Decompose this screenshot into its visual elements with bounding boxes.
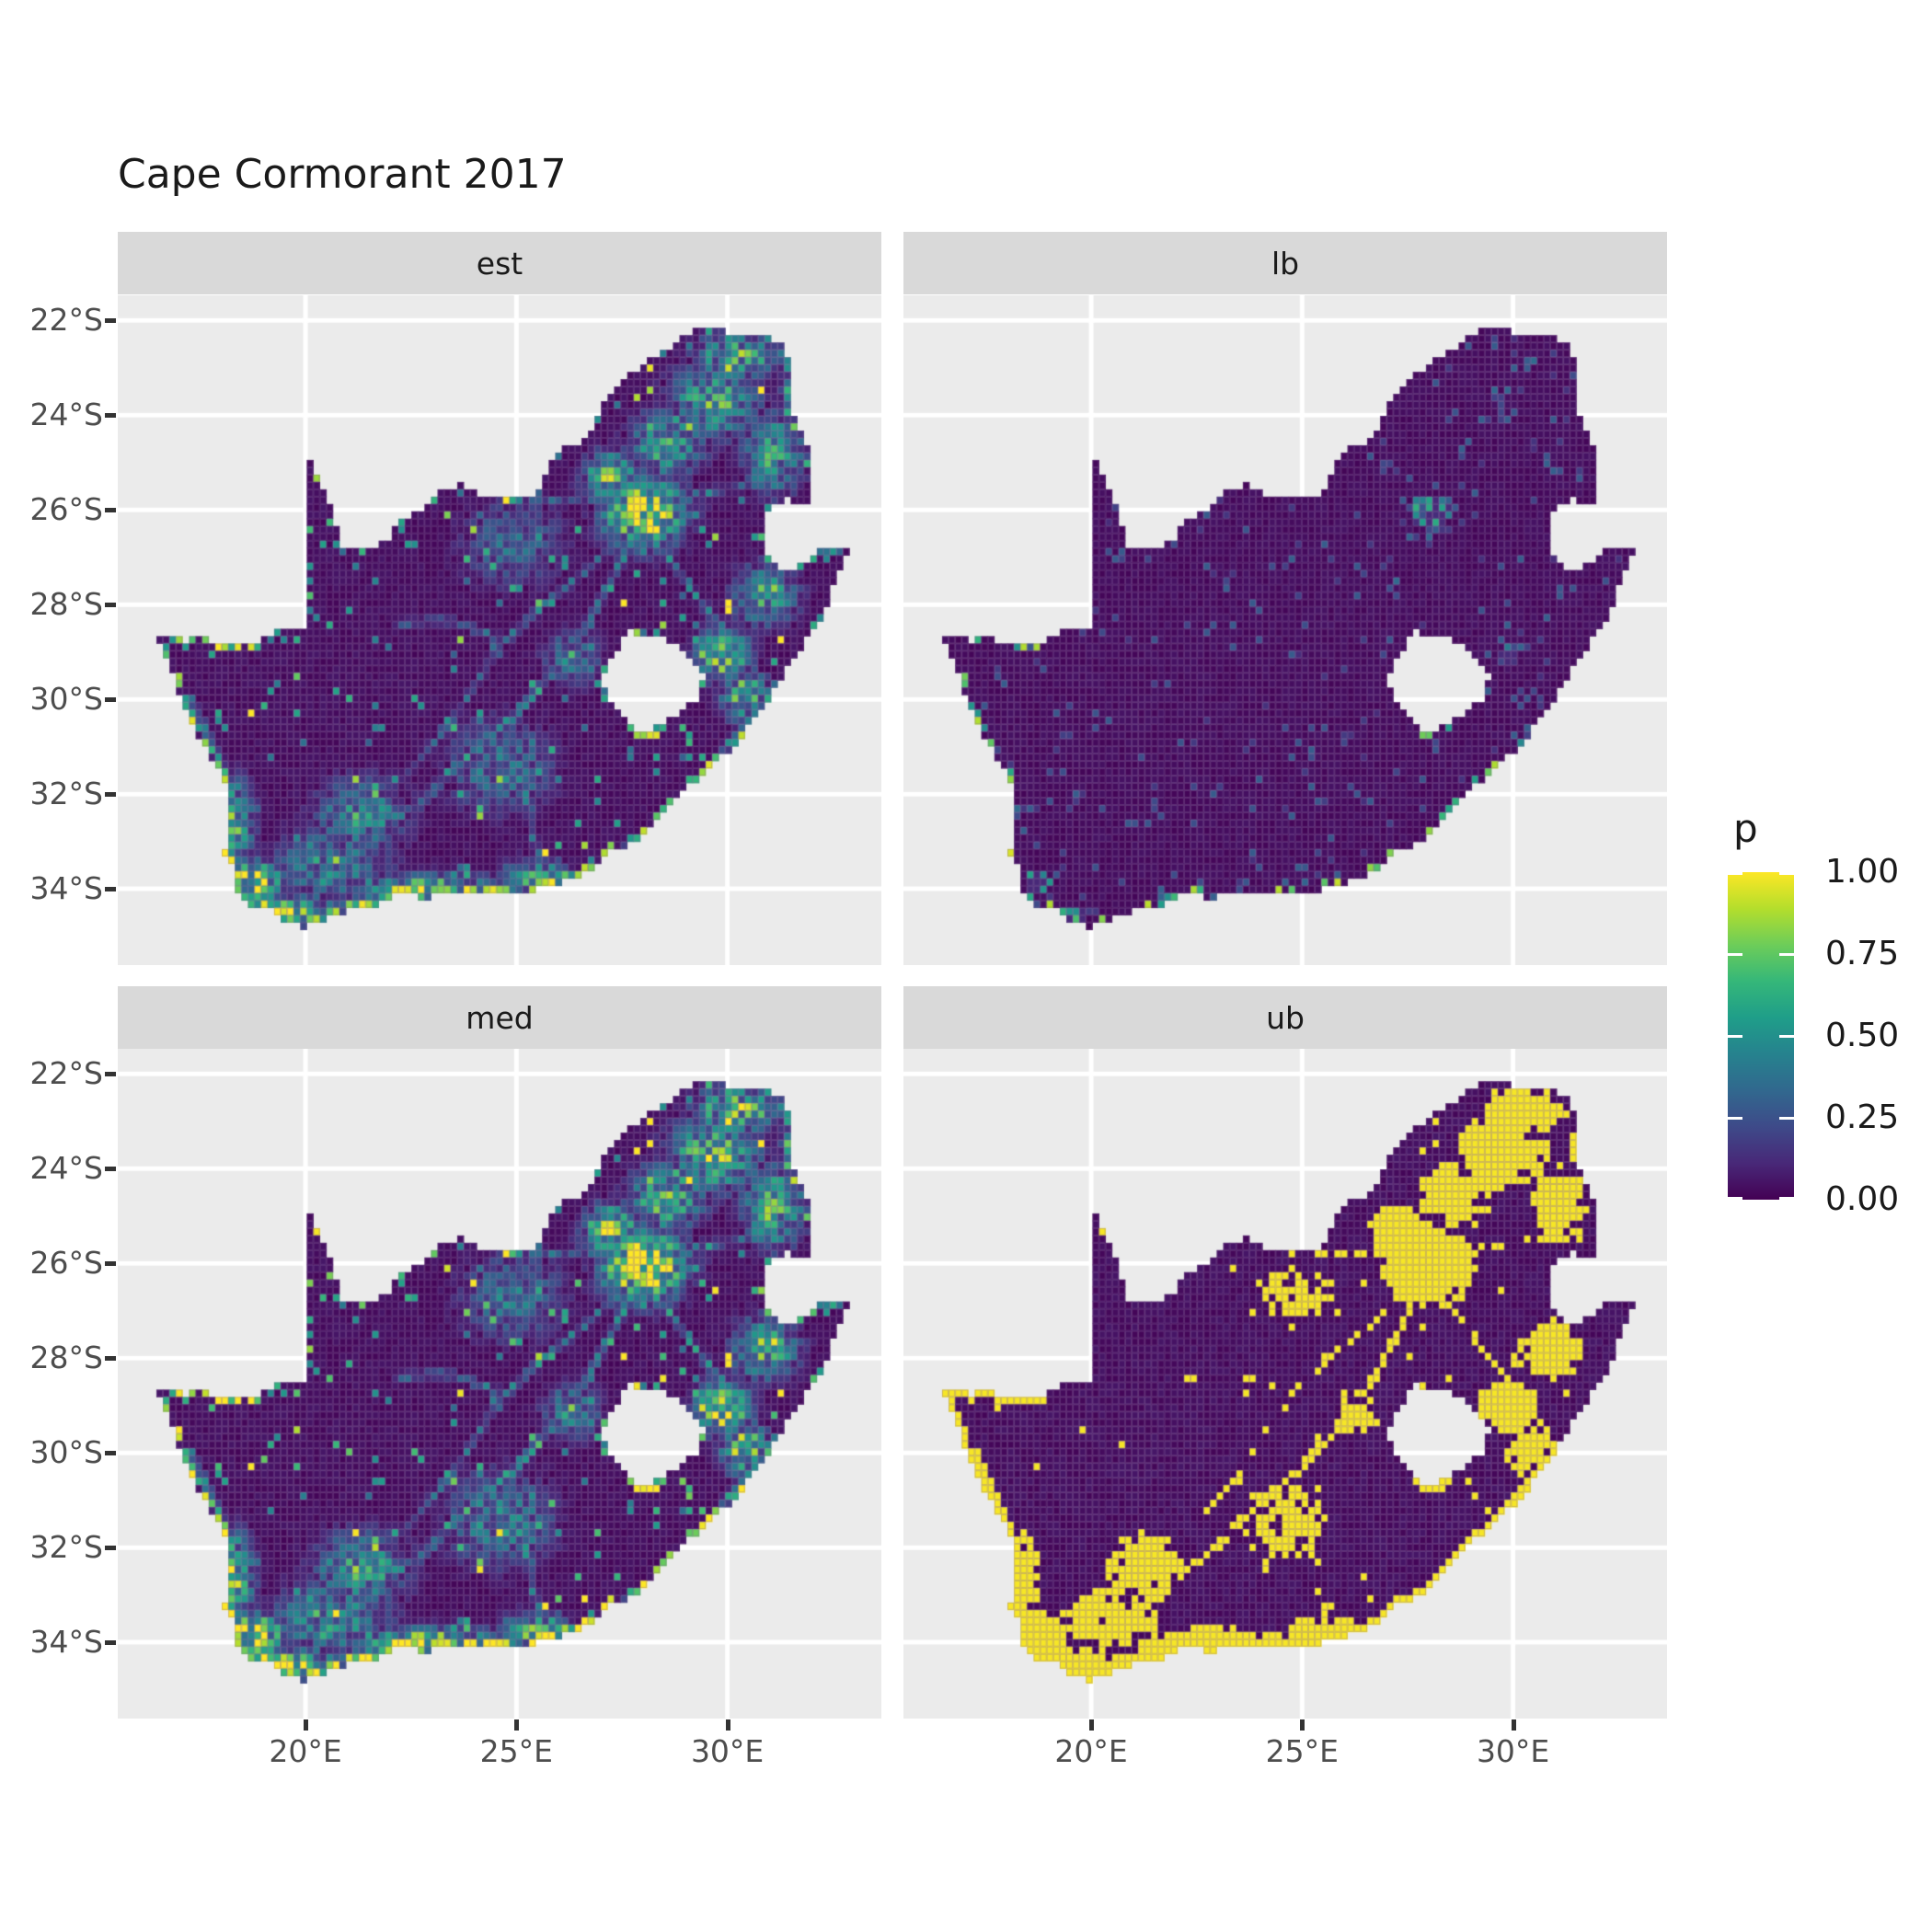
y-axis-tick-mark <box>105 508 116 513</box>
y-axis-label: 34°S <box>29 1624 103 1661</box>
x-axis-tick-mark <box>1511 1719 1516 1731</box>
y-axis-tick-mark <box>105 1640 116 1646</box>
legend-tick-mark <box>1728 952 1742 956</box>
y-axis-tick-mark <box>105 1356 116 1362</box>
facet-strip-lb: lb <box>903 232 1667 294</box>
legend-label: 0.00 <box>1825 1180 1900 1218</box>
x-axis-tick-mark <box>304 1719 309 1731</box>
y-axis-label: 28°S <box>29 1340 103 1376</box>
y-axis-label: 28°S <box>29 586 103 623</box>
x-axis-label: 30°E <box>690 1733 765 1769</box>
y-axis-label: 30°S <box>29 681 103 718</box>
map-canvas-lb <box>903 295 1667 965</box>
y-axis-tick-mark <box>105 1167 116 1172</box>
legend-tick-mark <box>1779 872 1794 875</box>
x-axis-label: 25°E <box>479 1733 553 1769</box>
legend-label: 1.00 <box>1825 853 1900 891</box>
legend-tick-mark <box>1728 1116 1742 1120</box>
x-axis-label: 20°E <box>269 1733 342 1769</box>
facet-panel-lb <box>903 295 1667 965</box>
x-axis-label: 25°E <box>1265 1733 1339 1769</box>
facet-panel-med <box>118 1049 881 1719</box>
y-axis-label: 24°S <box>29 1150 103 1187</box>
legend-tick-mark <box>1779 952 1794 956</box>
y-axis-tick-mark <box>105 697 116 703</box>
map-canvas-ub <box>903 1049 1667 1719</box>
legend-title: p <box>1733 806 1758 851</box>
y-axis-tick-mark <box>105 413 116 419</box>
x-axis-tick-mark <box>1300 1719 1305 1731</box>
legend-tick-mark <box>1728 872 1742 875</box>
legend-tick-mark <box>1728 1197 1742 1200</box>
facet-strip-med: med <box>118 986 881 1049</box>
y-axis-label: 32°S <box>29 1529 103 1566</box>
y-axis-tick-mark <box>105 792 116 798</box>
y-axis-tick-mark <box>105 1546 116 1551</box>
x-axis-tick-mark <box>514 1719 520 1731</box>
y-axis-label: 26°S <box>29 1245 103 1282</box>
legend-label: 0.25 <box>1825 1098 1900 1136</box>
legend-tick-mark <box>1779 1197 1794 1200</box>
chart-title: Cape Cormorant 2017 <box>118 151 567 198</box>
facet-strip-label: ub <box>1266 999 1305 1036</box>
facet-strip-ub: ub <box>903 986 1667 1049</box>
y-axis-tick-mark <box>105 887 116 892</box>
x-axis-label: 20°E <box>1054 1733 1128 1769</box>
y-axis-label: 26°S <box>29 491 103 528</box>
x-axis-tick-mark <box>1089 1719 1095 1731</box>
facet-strip-est: est <box>118 232 881 294</box>
facet-strip-label: med <box>466 999 534 1036</box>
legend-tick-mark <box>1779 1034 1794 1038</box>
y-axis-tick-mark <box>105 1451 116 1456</box>
facet-strip-label: lb <box>1271 245 1300 282</box>
legend-colorbar <box>1728 872 1794 1200</box>
legend-label: 0.50 <box>1825 1017 1900 1054</box>
legend-tick-mark <box>1728 1034 1742 1038</box>
y-axis-label: 22°S <box>29 302 103 339</box>
y-axis-tick-mark <box>105 1261 116 1267</box>
y-axis-label: 30°S <box>29 1434 103 1471</box>
y-axis-label: 22°S <box>29 1055 103 1092</box>
y-axis-tick-mark <box>105 318 116 324</box>
y-axis-label: 32°S <box>29 776 103 812</box>
map-canvas-est <box>118 295 881 965</box>
x-axis-label: 30°E <box>1476 1733 1550 1769</box>
y-axis-tick-mark <box>105 1072 116 1077</box>
map-canvas-med <box>118 1049 881 1719</box>
legend-label: 0.75 <box>1825 935 1900 972</box>
y-axis-tick-mark <box>105 603 116 608</box>
facet-panel-ub <box>903 1049 1667 1719</box>
facet-strip-label: est <box>476 245 523 282</box>
y-axis-label: 34°S <box>29 870 103 907</box>
facet-panel-est <box>118 295 881 965</box>
y-axis-label: 24°S <box>29 397 103 433</box>
x-axis-tick-mark <box>725 1719 730 1731</box>
legend-tick-mark <box>1779 1116 1794 1120</box>
